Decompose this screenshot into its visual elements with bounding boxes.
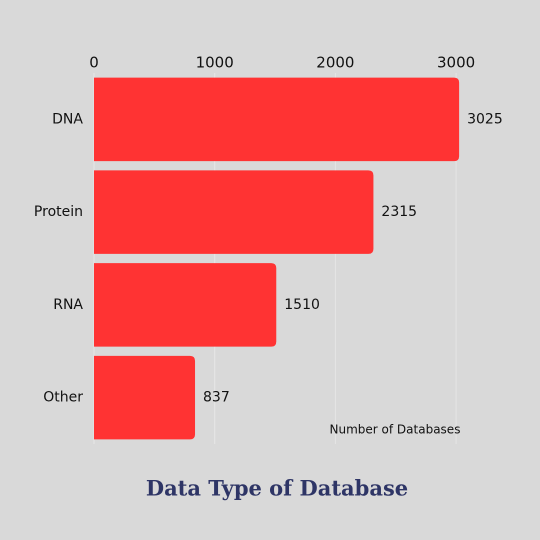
- y-tick-label: DNA: [52, 111, 83, 127]
- x-tick-label: 2000: [316, 54, 354, 72]
- y-tick-label: Protein: [34, 204, 83, 220]
- value-label: 2315: [381, 204, 417, 220]
- bar: [94, 170, 374, 254]
- y-tick-label: Other: [43, 390, 83, 406]
- chart-title: Data Type of Database: [146, 476, 408, 501]
- x-tick-label: 3000: [437, 54, 475, 72]
- bar: [94, 263, 277, 347]
- bar: [94, 77, 460, 162]
- x-tick-label: 1000: [196, 54, 234, 72]
- value-label: 3025: [467, 111, 503, 127]
- value-label: 837: [203, 390, 230, 406]
- bar: [94, 355, 196, 440]
- y-tick-label: RNA: [53, 297, 83, 313]
- x-axis-label: Number of Databases: [330, 423, 461, 437]
- x-tick-label: 0: [89, 54, 99, 72]
- value-label: 1510: [284, 297, 320, 313]
